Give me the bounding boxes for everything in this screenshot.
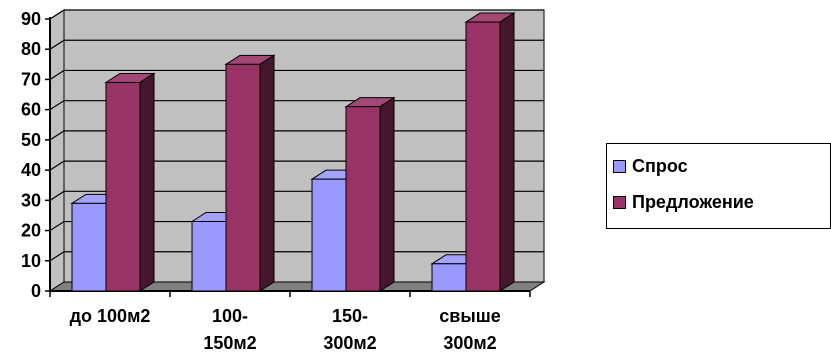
x-axis-category-labels: до 100м2 100- 150м2 150- 300м2 свыше 300м2: [70, 306, 501, 353]
bar-front-face: [431, 263, 467, 292]
x-category-label: 300м2: [443, 333, 496, 353]
bar-front-face: [225, 63, 261, 292]
legend: Спрос Предложение: [606, 143, 831, 229]
bar: [464, 12, 516, 292]
legend-label-predlozhenie: Предложение: [632, 192, 754, 212]
y-tick-label: 80: [21, 39, 41, 59]
bar-front-face: [71, 202, 107, 292]
y-tick-label: 40: [21, 160, 41, 180]
bar-front-face: [345, 106, 381, 292]
bar: [224, 54, 276, 292]
legend-label-spros: Спрос: [632, 156, 688, 176]
y-tick-label: 0: [31, 281, 41, 301]
y-tick-label: 30: [21, 190, 41, 210]
y-tick-label: 20: [21, 221, 41, 241]
x-category-label: 150-: [332, 306, 368, 326]
x-category-label: 100-: [212, 306, 248, 326]
y-tick-label: 90: [21, 9, 41, 29]
bar: [344, 96, 396, 292]
bar-side-face: [259, 54, 275, 292]
legend-swatch-predlozhenie: [613, 196, 626, 209]
y-tick-label: 50: [21, 130, 41, 150]
bar-side-face: [139, 72, 155, 292]
gridline: [49, 39, 544, 50]
x-category-label: 150м2: [203, 333, 256, 353]
side-wall: [49, 9, 65, 292]
bar-front-face: [105, 81, 141, 292]
bar: [104, 72, 156, 292]
bar-front-face: [465, 21, 501, 292]
bar-front-face: [191, 220, 227, 292]
legend-item-spros: Спрос: [613, 156, 688, 177]
legend-swatch-spros: [613, 160, 626, 173]
bars: [70, 12, 516, 292]
bar-front-face: [311, 178, 347, 292]
y-tick-label: 60: [21, 100, 41, 120]
x-category-label: до 100м2: [70, 306, 151, 326]
x-category-label: свыше: [439, 306, 500, 326]
x-category-label: 300м2: [323, 333, 376, 353]
y-tick-label: 70: [21, 69, 41, 89]
legend-item-predlozhenie: Предложение: [613, 192, 754, 213]
bar-side-face: [499, 12, 515, 292]
y-tick-label: 10: [21, 251, 41, 271]
gridline: [49, 9, 544, 20]
bar-side-face: [379, 96, 395, 292]
y-axis-tick-labels: 0 10 20 30 40 50 60 70 80 90: [21, 9, 41, 301]
gridline: [49, 69, 544, 80]
